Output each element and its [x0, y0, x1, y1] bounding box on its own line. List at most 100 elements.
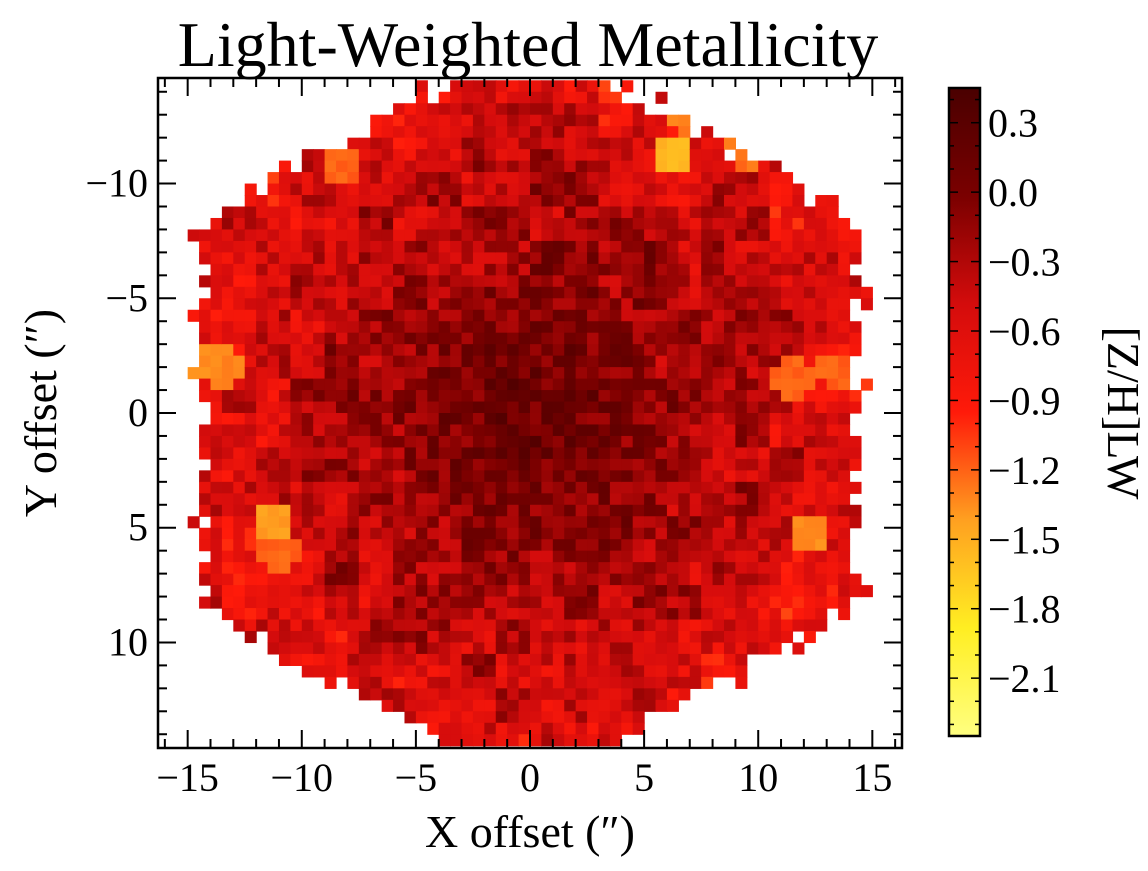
heatmap-cell: [723, 298, 736, 311]
heatmap-cell: [278, 539, 291, 552]
heatmap-cell: [655, 688, 668, 701]
heatmap-cell: [701, 390, 714, 403]
heatmap-cell: [507, 378, 520, 391]
heatmap-cell: [404, 229, 417, 242]
heatmap-cell: [210, 298, 223, 311]
heatmap-cell: [256, 527, 269, 540]
heatmap-cell: [666, 275, 679, 288]
heatmap-cell: [484, 126, 497, 139]
heatmap-cell: [826, 286, 839, 299]
heatmap-cell: [484, 286, 497, 299]
heatmap-cell: [666, 608, 679, 621]
heatmap-cell: [495, 286, 508, 299]
heatmap-cell: [324, 585, 337, 598]
heatmap-cell: [427, 539, 440, 552]
heatmap-cell: [347, 642, 360, 655]
heatmap-cell: [472, 309, 485, 322]
heatmap-cell: [450, 160, 463, 173]
heatmap-cell: [301, 252, 314, 265]
heatmap-cell: [552, 539, 565, 552]
heatmap-cell: [358, 217, 371, 231]
heatmap-cell: [530, 126, 543, 139]
heatmap-cell: [701, 344, 714, 357]
heatmap-cell: [609, 596, 622, 609]
heatmap-cell: [564, 321, 577, 334]
heatmap-cell: [415, 355, 428, 368]
heatmap-cell: [735, 367, 748, 380]
heatmap-cell: [450, 91, 463, 104]
heatmap-cell: [575, 332, 588, 345]
heatmap-cell: [689, 172, 702, 185]
heatmap-cell: [233, 401, 246, 414]
heatmap-cell: [415, 172, 428, 185]
heatmap-cell: [244, 585, 257, 598]
heatmap-cell: [735, 642, 748, 655]
heatmap-cell: [655, 91, 668, 104]
heatmap-cell: [530, 378, 543, 391]
heatmap-cell: [701, 195, 714, 208]
heatmap-cell: [415, 263, 428, 276]
heatmap-cell: [758, 642, 771, 655]
heatmap-cell: [564, 676, 577, 689]
heatmap-cell: [541, 539, 554, 552]
heatmap-cell: [564, 435, 577, 449]
heatmap-cell: [689, 240, 702, 253]
heatmap-cell: [336, 447, 349, 460]
heatmap-cell: [427, 653, 440, 666]
heatmap-cell: [530, 562, 543, 575]
heatmap-cell: [199, 378, 212, 391]
heatmap-cell: [472, 195, 485, 208]
heatmap-cell: [472, 573, 485, 586]
heatmap-cell: [735, 332, 748, 345]
heatmap-cell: [199, 390, 212, 403]
heatmap-cell: [621, 562, 634, 575]
heatmap-cell: [256, 585, 269, 598]
heatmap-cell: [587, 734, 600, 747]
heatmap-cell: [849, 435, 862, 449]
heatmap-cell: [826, 217, 839, 231]
heatmap-cell: [803, 321, 816, 334]
heatmap-cell: [472, 298, 485, 311]
heatmap-cell: [244, 195, 257, 208]
heatmap-cell: [552, 562, 565, 575]
heatmap-cell: [381, 298, 394, 311]
heatmap-cell: [655, 114, 668, 127]
heatmap-cell: [313, 367, 326, 380]
heatmap-cell: [450, 711, 463, 724]
heatmap-cell: [507, 481, 520, 494]
heatmap-cell: [404, 493, 417, 506]
heatmap-cell: [461, 137, 474, 150]
heatmap-cell: [450, 642, 463, 655]
heatmap-cell: [781, 275, 794, 288]
heatmap-cell: [598, 642, 611, 655]
heatmap-cell: [701, 493, 714, 506]
heatmap-cell: [712, 585, 725, 598]
heatmap-cell: [381, 424, 394, 437]
heatmap-cell: [427, 493, 440, 506]
heatmap-cell: [461, 562, 474, 575]
heatmap-cell: [575, 447, 588, 460]
heatmap-cell: [324, 642, 337, 655]
heatmap-cell: [575, 642, 588, 655]
heatmap-cell: [404, 447, 417, 460]
heatmap-cell: [278, 309, 291, 322]
heatmap-cell: [381, 435, 394, 449]
heatmap-cell: [564, 642, 577, 655]
heatmap-cell: [507, 172, 520, 185]
heatmap-cell: [301, 367, 314, 380]
heatmap-cell: [609, 298, 622, 311]
heatmap-cell: [609, 676, 622, 689]
heatmap-cell: [621, 80, 634, 93]
heatmap-cell: [199, 252, 212, 265]
heatmap-cell: [587, 229, 600, 242]
heatmap-cell: [427, 206, 440, 219]
heatmap-cell: [678, 424, 691, 437]
heatmap-cell: [678, 458, 691, 471]
heatmap-cell: [290, 252, 303, 265]
heatmap-cell: [461, 447, 474, 460]
heatmap-cell: [564, 217, 577, 231]
heatmap-cell: [621, 527, 634, 540]
heatmap-cell: [518, 80, 531, 93]
heatmap-cell: [530, 424, 543, 437]
heatmap-cell: [644, 573, 657, 586]
